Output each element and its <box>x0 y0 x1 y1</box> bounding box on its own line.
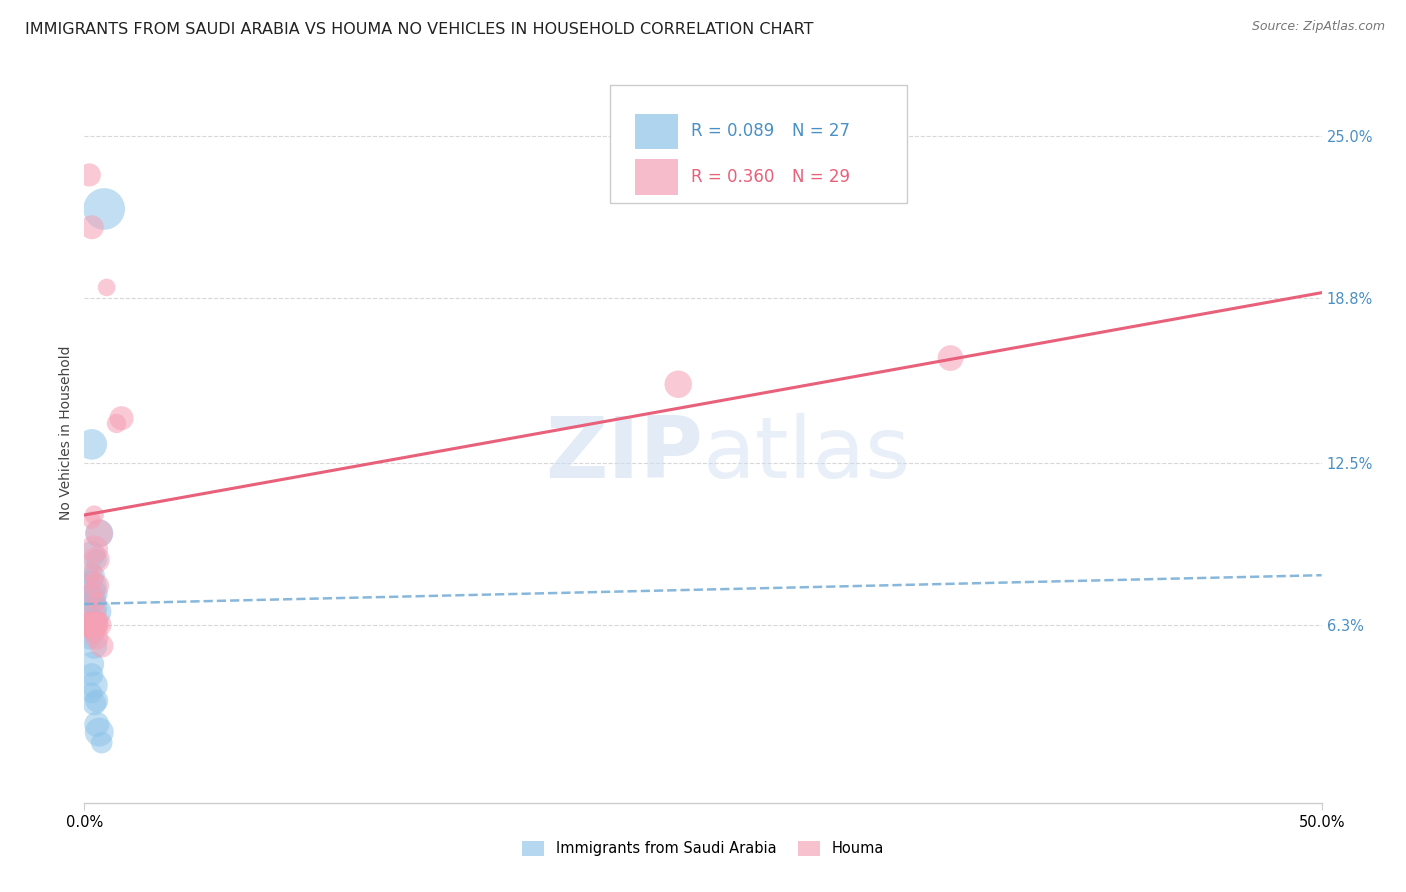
Text: R = 0.089: R = 0.089 <box>690 122 773 140</box>
Text: IMMIGRANTS FROM SAUDI ARABIA VS HOUMA NO VEHICLES IN HOUSEHOLD CORRELATION CHART: IMMIGRANTS FROM SAUDI ARABIA VS HOUMA NO… <box>25 22 814 37</box>
Point <box>89 618 111 632</box>
Point <box>80 602 103 616</box>
Point <box>80 667 103 681</box>
Point <box>79 618 101 632</box>
Point <box>83 586 105 600</box>
Point <box>83 613 105 627</box>
Point <box>80 686 103 700</box>
Text: ZIP: ZIP <box>546 413 703 496</box>
Point <box>80 618 103 632</box>
Point <box>79 568 101 582</box>
Point <box>89 526 111 541</box>
Point <box>86 717 108 731</box>
Point <box>83 697 105 711</box>
Point <box>83 542 105 557</box>
Point <box>80 579 103 593</box>
Point <box>90 639 112 653</box>
Point <box>86 618 108 632</box>
Point <box>80 566 103 580</box>
Point <box>89 725 111 739</box>
Point <box>83 639 105 653</box>
Y-axis label: No Vehicles in Household: No Vehicles in Household <box>59 345 73 520</box>
Point <box>89 613 111 627</box>
Point <box>83 625 105 640</box>
Point <box>80 513 103 527</box>
Text: R = 0.360: R = 0.360 <box>690 168 773 186</box>
Point <box>86 579 108 593</box>
Point <box>110 411 132 425</box>
Point <box>83 605 105 619</box>
Point <box>86 694 108 708</box>
Point <box>96 280 118 294</box>
Point <box>666 377 689 392</box>
Point <box>939 351 962 365</box>
Text: atlas: atlas <box>703 413 911 496</box>
Point <box>89 526 111 541</box>
Point <box>86 594 108 608</box>
Point <box>83 508 105 522</box>
Point <box>86 618 108 632</box>
Point <box>86 631 108 645</box>
Point <box>79 631 101 645</box>
Point <box>93 202 115 216</box>
Point <box>80 618 103 632</box>
Point <box>86 552 108 566</box>
Point <box>83 678 105 692</box>
Point <box>80 618 103 632</box>
Point <box>86 605 108 619</box>
Point <box>80 547 103 561</box>
Point <box>86 552 108 566</box>
Point <box>83 574 105 588</box>
Point <box>79 168 101 182</box>
Legend: Immigrants from Saudi Arabia, Houma: Immigrants from Saudi Arabia, Houma <box>516 835 890 863</box>
Point <box>80 586 103 600</box>
Point <box>105 417 128 431</box>
FancyBboxPatch shape <box>610 85 907 203</box>
Point <box>83 591 105 606</box>
Point <box>80 591 103 606</box>
Point <box>83 618 105 632</box>
Text: N = 29: N = 29 <box>792 168 851 186</box>
Point <box>80 618 103 632</box>
Point <box>80 220 103 235</box>
Point <box>80 657 103 672</box>
Text: N = 27: N = 27 <box>792 122 851 140</box>
FancyBboxPatch shape <box>636 160 678 194</box>
Text: Source: ZipAtlas.com: Source: ZipAtlas.com <box>1251 20 1385 33</box>
FancyBboxPatch shape <box>636 113 678 149</box>
Point <box>83 568 105 582</box>
Point <box>80 437 103 451</box>
Point <box>90 736 112 750</box>
